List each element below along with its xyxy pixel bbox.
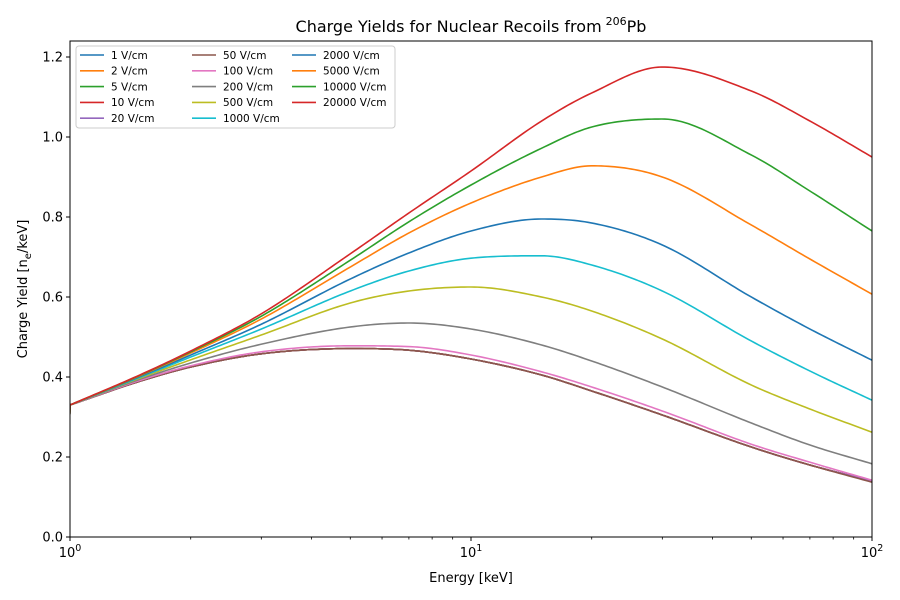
legend-entry-label: 50 V/cm (223, 50, 266, 62)
legend-entry-label: 20 V/cm (111, 113, 154, 125)
y-tick-label: 1.0 (42, 131, 63, 146)
y-axis-label: Charge Yield [ne/keV] (16, 220, 34, 359)
legend-entry-label: 1000 V/cm (223, 113, 280, 125)
y-tick-label: 1.2 (42, 51, 63, 66)
series-line (70, 165, 872, 432)
x-tick-label: 100 (59, 543, 82, 561)
legend-entry-label: 100 V/cm (223, 66, 273, 78)
series-line (70, 66, 872, 432)
legend-entry-label: 2 V/cm (111, 66, 148, 78)
y-tick-label: 0.4 (42, 371, 63, 386)
legend-entry-label: 20000 V/cm (323, 97, 386, 109)
series-line (70, 322, 872, 465)
series-line (70, 286, 872, 433)
series-line (70, 345, 872, 481)
y-tick-label: 0.8 (42, 211, 63, 226)
series-line (70, 118, 872, 432)
legend-entry-label: 2000 V/cm (323, 50, 380, 62)
legend-entry-label: 10000 V/cm (323, 81, 386, 93)
y-tick-label: 0.6 (42, 291, 63, 306)
legend-box (75, 45, 396, 129)
legend-entry-label: 5000 V/cm (323, 66, 380, 78)
legend-entry-label: 500 V/cm (223, 97, 273, 109)
legend-entry-label: 10 V/cm (111, 97, 154, 109)
legend-entry-label: 5 V/cm (111, 81, 148, 93)
y-tick-label: 0.0 (42, 531, 63, 546)
series-line (70, 218, 872, 432)
legend-entry-label: 1 V/cm (111, 50, 148, 62)
x-tick-label: 101 (460, 543, 483, 561)
x-tick-label: 102 (861, 543, 884, 561)
chart-title: Charge Yields for Nuclear Recoils from 20… (296, 15, 647, 36)
series-line (70, 347, 872, 483)
legend-entry-label: 200 V/cm (223, 81, 273, 93)
legend: 1 V/cm 2 V/cm 5 V/cm 10 V/cm 20 V/cm 50 V/cm 1… (75, 45, 396, 129)
x-axis-label: Energy [keV] (429, 571, 513, 586)
series-line (70, 255, 872, 432)
y-tick-label: 0.2 (42, 451, 63, 466)
